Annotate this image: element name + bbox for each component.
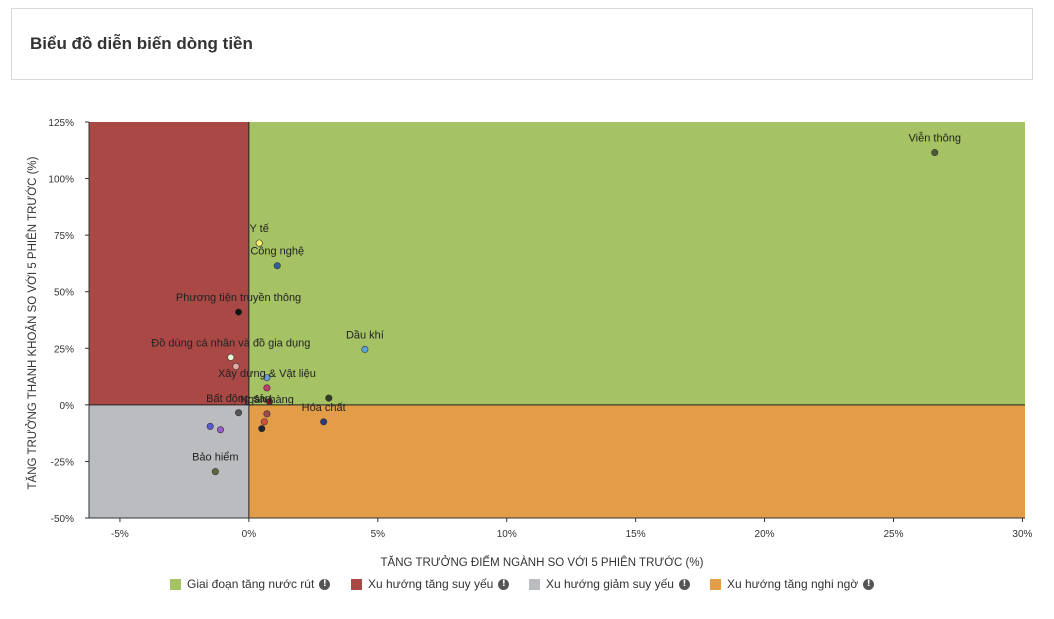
x-tick-label: 25% [883, 529, 903, 540]
legend-label: Xu hướng tăng suy yếu [368, 577, 494, 591]
data-point [206, 422, 214, 430]
y-tick-label: -50% [51, 514, 74, 525]
data-point [211, 468, 219, 476]
legend-label: Giai đoạn tăng nước rút [187, 577, 315, 591]
y-tick-label: 100% [48, 175, 74, 186]
data-label: Viễn thông [909, 132, 961, 145]
legend-swatch [710, 578, 721, 590]
data-point [263, 384, 271, 392]
chart-title: Biểu đồ diễn biến dòng tiền [30, 34, 253, 53]
data-label: Y tế [249, 223, 268, 235]
y-tick-label: 25% [54, 344, 74, 355]
data-point [227, 353, 235, 361]
data-point [232, 362, 240, 370]
data-label: Hóa chất [302, 402, 346, 414]
data-point [931, 149, 939, 157]
data-point [255, 239, 263, 247]
x-tick-label: 15% [626, 529, 646, 540]
data-label: Bất động sản [206, 393, 271, 405]
data-point [258, 425, 266, 433]
legend-swatch [351, 578, 362, 590]
legend-item-weakening-uptrend[interactable]: Xu hướng tăng suy yếu ! [351, 577, 510, 591]
legend-item-sprint[interactable]: Giai đoạn tăng nước rút ! [170, 577, 331, 591]
legend-item-weakening-downtrend[interactable]: Xu hướng giảm suy yếu ! [529, 577, 690, 591]
data-point [320, 418, 328, 426]
y-tick-label: 50% [54, 288, 74, 299]
data-point [361, 345, 369, 353]
quadrant-doubtful-uptrend [248, 404, 1025, 518]
data-point [217, 426, 225, 434]
info-icon[interactable]: ! [678, 578, 690, 590]
x-tick-label: 0% [242, 529, 257, 540]
info-icon[interactable]: ! [498, 578, 510, 590]
data-point [325, 394, 333, 402]
y-tick-label: 125% [48, 118, 74, 129]
data-point [235, 308, 243, 316]
data-point [260, 418, 268, 426]
quadrant-weakening-uptrend [89, 122, 249, 405]
y-tick-label: -25% [51, 457, 74, 468]
legend-label: Xu hướng tăng nghi ngờ [727, 577, 859, 591]
chart-legend: Giai đoạn tăng nước rút ! Xu hướng tăng … [0, 577, 1054, 595]
y-tick-label: 75% [54, 231, 74, 242]
quadrant-weakening-downtrend [89, 404, 249, 518]
x-tick-label: -5% [111, 529, 129, 540]
chart-header-card: Biểu đồ diễn biến dòng tiền [11, 8, 1033, 80]
info-icon[interactable]: ! [863, 578, 875, 590]
legend-swatch [170, 578, 181, 590]
data-label: Bảo hiểm [192, 452, 238, 464]
x-tick-label: 20% [755, 529, 775, 540]
data-label: Đồ dùng cá nhân và đồ gia dụng [151, 337, 310, 349]
data-point [265, 397, 273, 405]
data-point [235, 409, 243, 417]
data-label: Công nghệ [250, 246, 304, 258]
data-label: Dầu khí [346, 329, 384, 341]
y-tick-label: 0% [60, 401, 75, 412]
legend-swatch [529, 578, 540, 590]
x-tick-label: 30% [1012, 529, 1032, 540]
legend-label: Xu hướng giảm suy yếu [546, 577, 674, 591]
data-point [273, 262, 281, 270]
data-point [263, 410, 271, 418]
legend-item-doubtful-uptrend[interactable]: Xu hướng tăng nghi ngờ ! [710, 577, 875, 591]
y-axis-title: TĂNG TRƯỞNG THANH KHOẢN SO VỚI 5 PHIÊN T… [26, 156, 39, 489]
x-axis-title: TĂNG TRƯỞNG ĐIỂM NGÀNH SO VỚI 5 PHIÊN TR… [381, 556, 704, 569]
data-label: Phương tiện truyền thông [176, 292, 301, 304]
quadrant-sprint [248, 122, 1025, 405]
info-icon[interactable]: ! [319, 578, 331, 590]
data-label: Ngân hàng [240, 394, 294, 406]
x-tick-label: 5% [371, 529, 386, 540]
data-label: Xây dựng & Vật liệu [218, 368, 316, 380]
data-point [263, 374, 271, 382]
x-tick-label: 10% [497, 529, 517, 540]
